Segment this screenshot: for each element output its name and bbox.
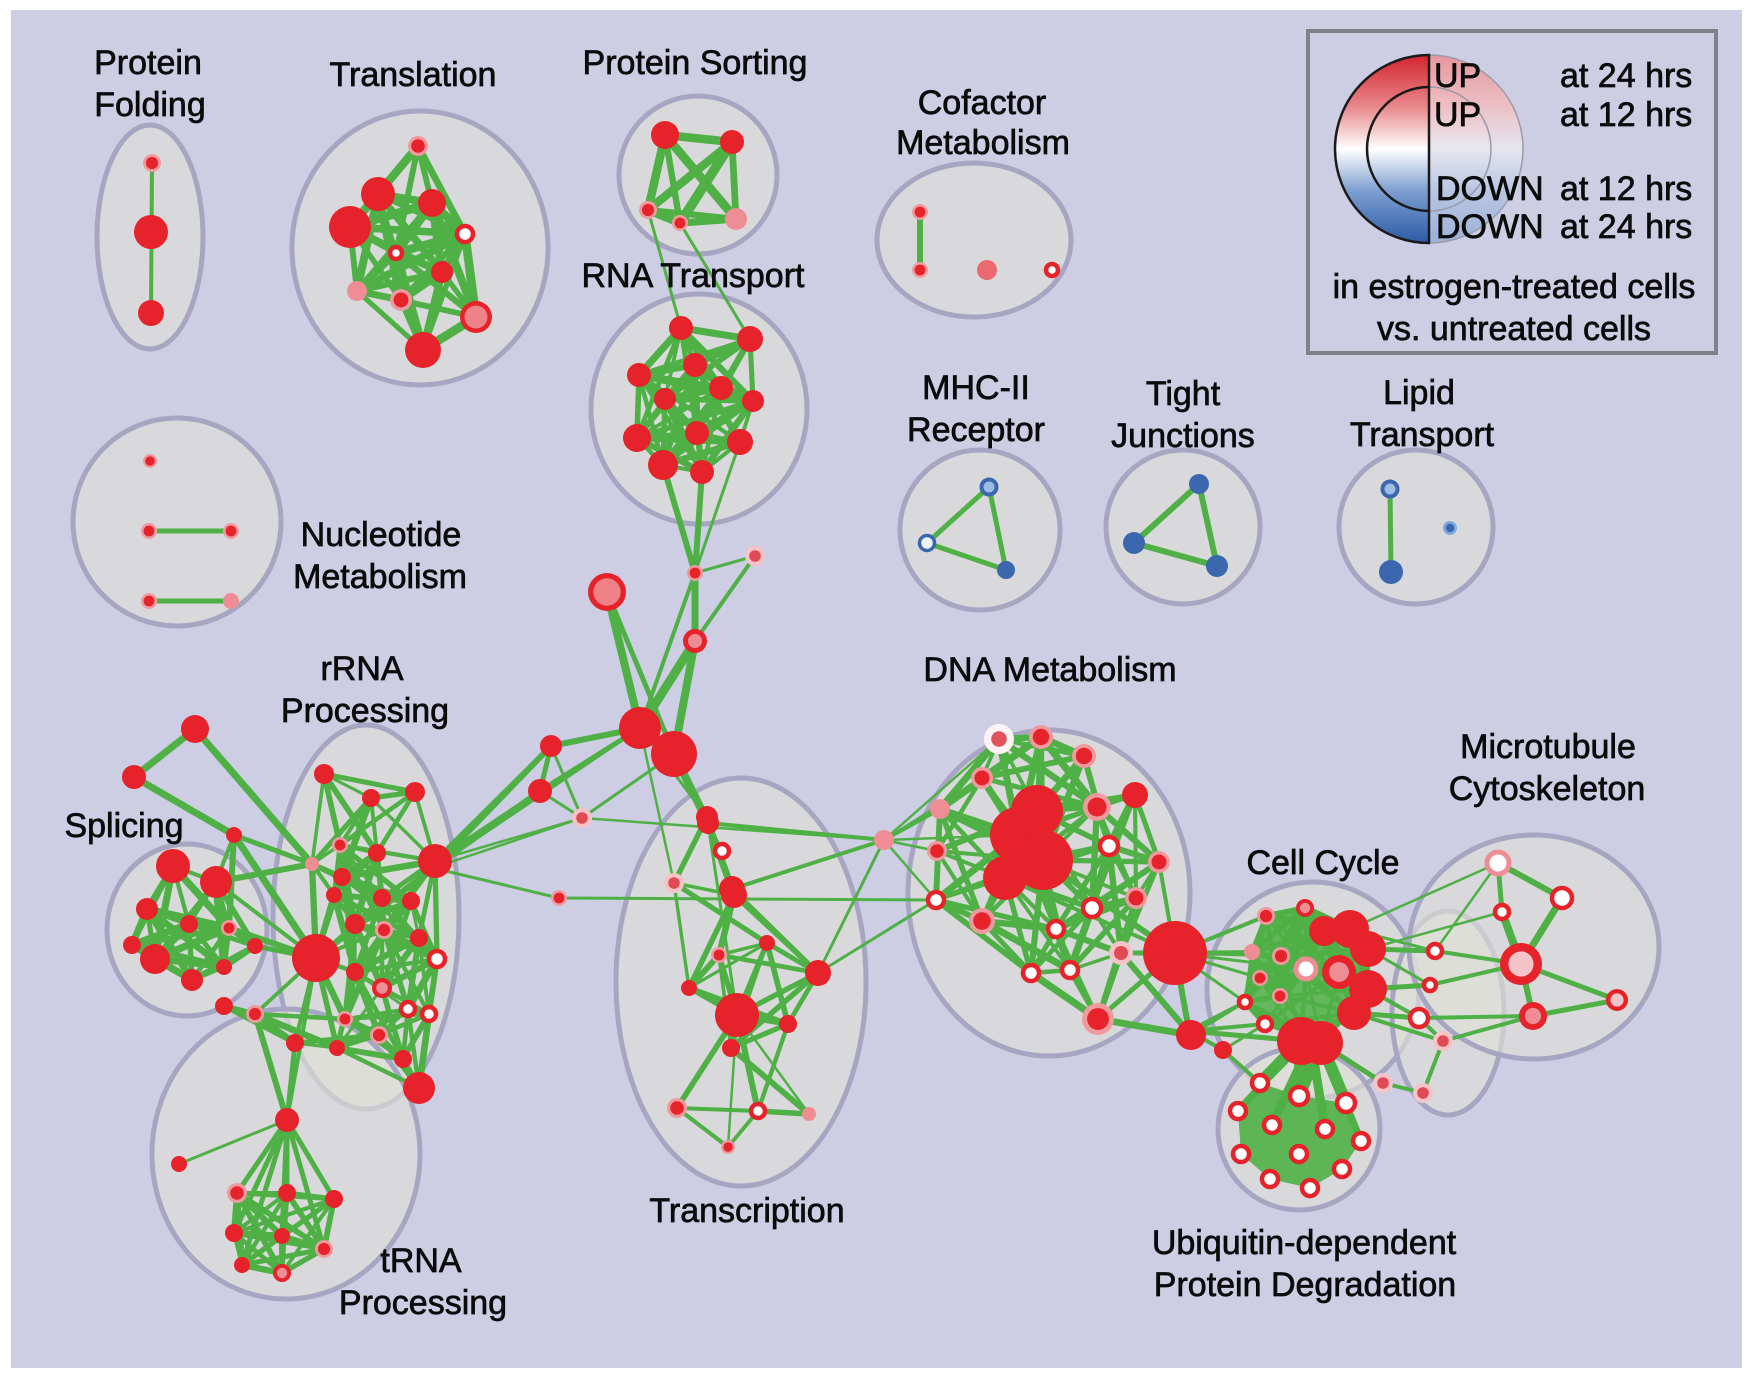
svg-text:Protein Sorting: Protein Sorting (583, 44, 808, 82)
svg-text:at 24 hrs: at 24 hrs (1560, 208, 1692, 246)
svg-text:RNA Transport: RNA Transport (582, 257, 806, 295)
svg-text:Processing: Processing (281, 692, 449, 730)
svg-text:Translation: Translation (330, 56, 497, 94)
svg-text:tRNA: tRNA (380, 1242, 462, 1280)
svg-text:Processing: Processing (339, 1284, 507, 1322)
svg-text:in estrogen-treated cells: in estrogen-treated cells (1333, 268, 1696, 306)
svg-text:UP: UP (1434, 57, 1481, 95)
svg-text:DNA Metabolism: DNA Metabolism (923, 651, 1176, 689)
svg-text:Lipid: Lipid (1383, 374, 1455, 412)
svg-text:Transcription: Transcription (649, 1192, 844, 1230)
svg-text:Ubiquitin-dependent: Ubiquitin-dependent (1152, 1224, 1457, 1262)
svg-text:at 12 hrs: at 12 hrs (1560, 170, 1692, 208)
svg-text:Transport: Transport (1350, 416, 1495, 454)
svg-text:Cell Cycle: Cell Cycle (1246, 844, 1399, 882)
svg-text:Splicing: Splicing (64, 807, 183, 845)
svg-text:UP: UP (1434, 96, 1481, 134)
svg-text:Folding: Folding (94, 86, 206, 124)
svg-text:Junctions: Junctions (1111, 417, 1255, 455)
svg-text:rRNA: rRNA (320, 650, 403, 688)
svg-text:Tight: Tight (1146, 375, 1221, 413)
svg-text:DOWN: DOWN (1436, 170, 1544, 208)
svg-text:Metabolism: Metabolism (293, 558, 467, 596)
svg-text:MHC-II: MHC-II (922, 369, 1030, 407)
svg-text:at 12 hrs: at 12 hrs (1560, 96, 1692, 134)
svg-text:Cofactor: Cofactor (918, 84, 1047, 122)
svg-text:at 24 hrs: at 24 hrs (1560, 57, 1692, 95)
svg-text:Cytoskeleton: Cytoskeleton (1449, 770, 1646, 808)
svg-text:Microtubule: Microtubule (1460, 728, 1636, 766)
svg-text:Metabolism: Metabolism (896, 124, 1070, 162)
svg-text:DOWN: DOWN (1436, 208, 1544, 246)
svg-text:Nucleotide: Nucleotide (301, 516, 462, 554)
svg-text:Receptor: Receptor (907, 411, 1045, 449)
svg-text:vs. untreated cells: vs. untreated cells (1377, 310, 1651, 348)
svg-text:Protein: Protein (94, 44, 202, 82)
svg-text:Protein Degradation: Protein Degradation (1154, 1266, 1456, 1304)
